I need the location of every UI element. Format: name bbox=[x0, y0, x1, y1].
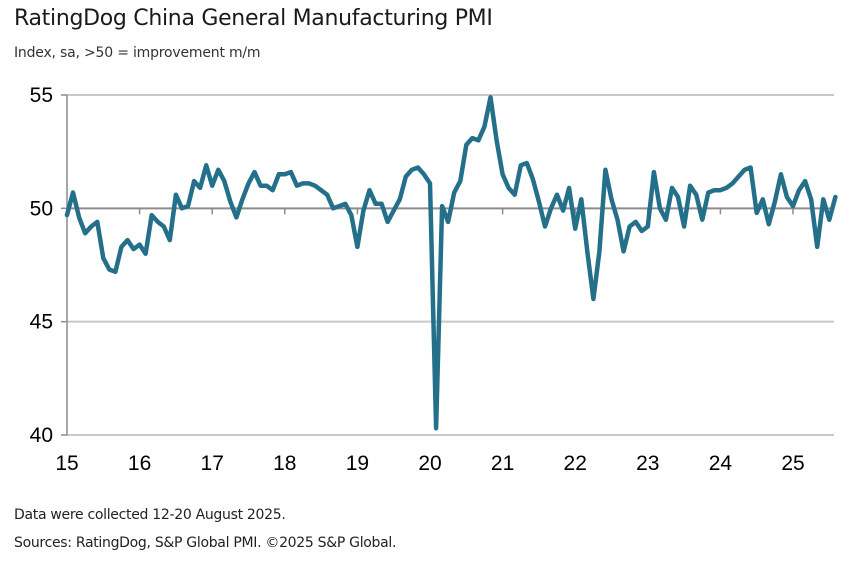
x-tick-label: 23 bbox=[636, 452, 659, 475]
x-axis-ticks: 15 16 17 18 19 20 21 22 23 24 25 bbox=[55, 452, 804, 475]
series-layer bbox=[64, 95, 838, 431]
chart-title: RatingDog China General Manufacturing PM… bbox=[14, 6, 493, 31]
axes bbox=[61, 94, 794, 436]
y-tick-label: 45 bbox=[30, 311, 53, 334]
x-tick-label: 24 bbox=[709, 452, 733, 475]
x-tick-label: 20 bbox=[418, 452, 441, 475]
y-tick-label: 50 bbox=[30, 197, 53, 220]
sources-note: Sources: RatingDog, S&P Global PMI. ©202… bbox=[14, 535, 397, 551]
x-tick-label: 25 bbox=[781, 452, 804, 475]
chart-subtitle: Index, sa, >50 = improvement m/m bbox=[14, 45, 261, 61]
series-line-pmi bbox=[64, 95, 838, 431]
x-tick-label: 15 bbox=[55, 452, 78, 475]
y-tick-label: 40 bbox=[30, 424, 53, 447]
x-tick-label: 17 bbox=[201, 452, 224, 475]
x-tick-label: 18 bbox=[273, 452, 296, 475]
pmi-line-chart: 55 50 45 40 15 16 17 18 19 20 21 22 23 24 25 bbox=[30, 84, 838, 475]
x-tick-label: 19 bbox=[346, 452, 369, 475]
x-tick-label: 16 bbox=[128, 452, 151, 475]
data-collection-note: Data were collected 12-20 August 2025. bbox=[14, 507, 286, 523]
gridlines bbox=[67, 94, 834, 436]
x-tick-label: 22 bbox=[564, 452, 587, 475]
x-tick-label: 21 bbox=[491, 452, 514, 475]
y-axis-ticks: 55 50 45 40 bbox=[30, 84, 53, 447]
y-tick-label: 55 bbox=[30, 84, 53, 107]
